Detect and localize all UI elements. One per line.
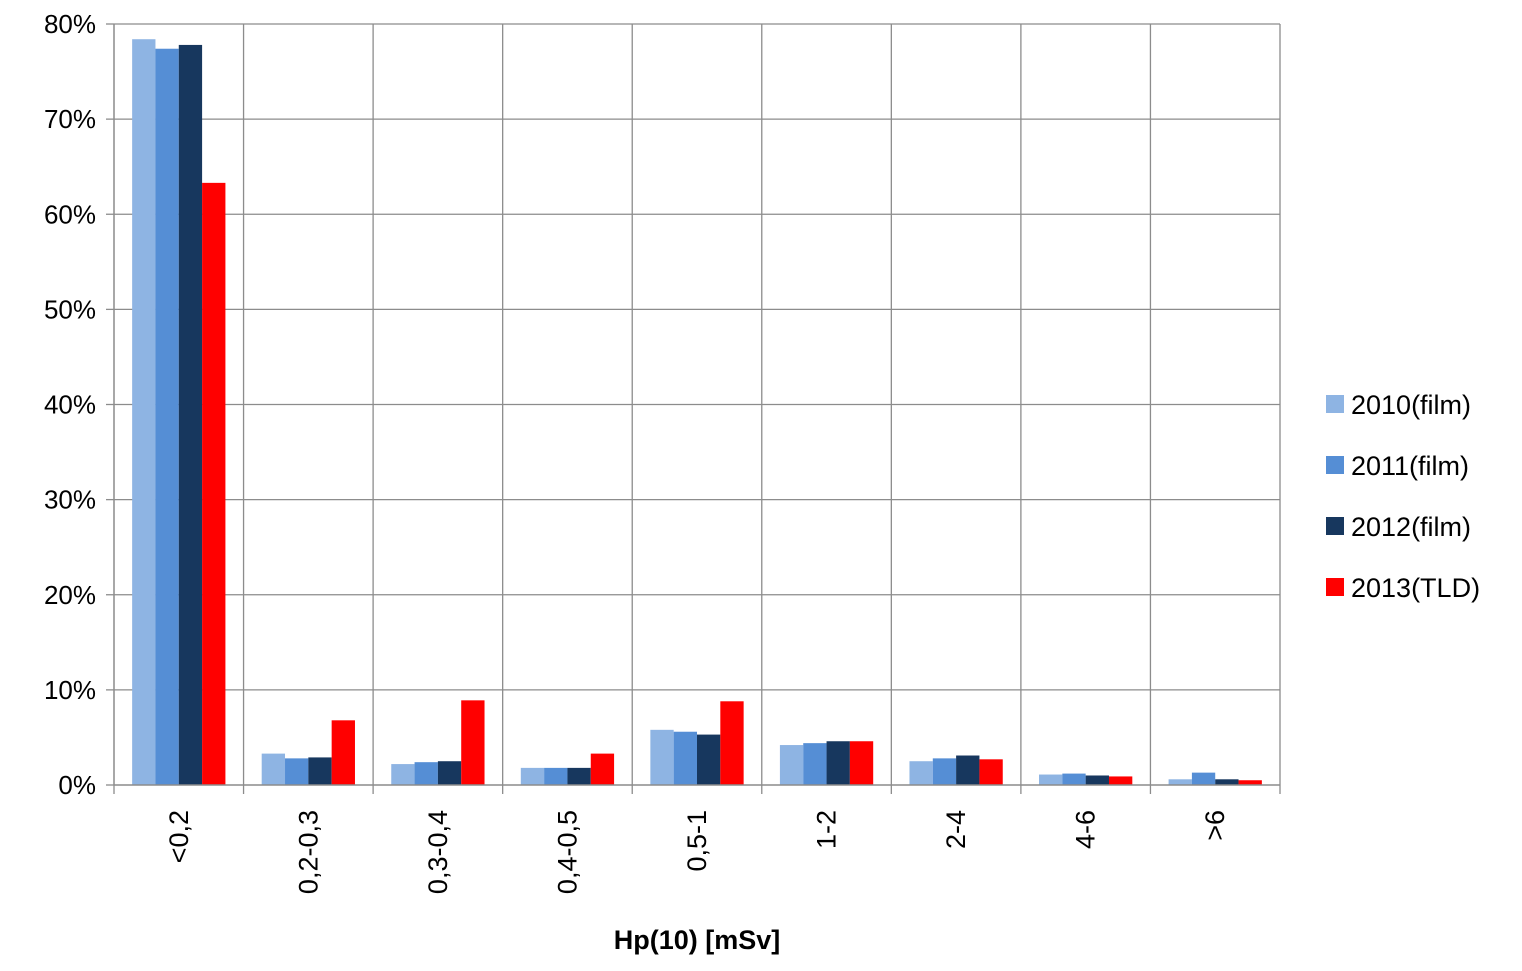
bar bbox=[1085, 775, 1109, 785]
x-tick-label: >6 bbox=[1200, 810, 1230, 841]
y-tick-label: 10% bbox=[44, 675, 96, 705]
legend-swatch bbox=[1326, 578, 1344, 596]
bar bbox=[849, 741, 874, 785]
legend-label: 2013(TLD) bbox=[1351, 573, 1480, 603]
y-tick-labels: 0% 10% 20% 30% 40% 50% 60% 70% 80% bbox=[44, 9, 96, 800]
y-tick-label: 20% bbox=[44, 580, 96, 610]
legend-label: 2012(film) bbox=[1351, 512, 1471, 542]
bar bbox=[650, 729, 674, 785]
x-tick-labels: <0,2 0,2-0,3 0,3-0,4 0,4-0,5 0,5-1 1-2 2-4 4-6 >… bbox=[164, 810, 1230, 894]
bar bbox=[520, 767, 545, 785]
bar bbox=[308, 757, 332, 785]
bar bbox=[1168, 779, 1192, 785]
legend-label: 2010(film) bbox=[1351, 390, 1471, 420]
x-tick-label: 0,4-0,5 bbox=[552, 810, 582, 894]
y-tick-label: 30% bbox=[44, 485, 96, 515]
bar bbox=[132, 39, 156, 786]
bar bbox=[331, 720, 355, 785]
bar bbox=[567, 767, 591, 785]
bar bbox=[956, 755, 980, 785]
x-tick-label: 4-6 bbox=[1071, 810, 1101, 849]
bar bbox=[1238, 780, 1262, 785]
y-tick-label: 0% bbox=[58, 770, 96, 800]
bar bbox=[1039, 774, 1063, 785]
bar bbox=[673, 731, 697, 785]
x-tick-label: 2-4 bbox=[941, 810, 971, 849]
bar bbox=[437, 761, 462, 785]
bar bbox=[155, 48, 179, 786]
y-tick-label: 80% bbox=[44, 9, 96, 39]
bar bbox=[697, 734, 721, 785]
y-tick-label: 60% bbox=[44, 199, 96, 229]
bar bbox=[979, 759, 1003, 785]
bar bbox=[826, 741, 850, 785]
x-axis-title: Hp(10) [mSv] bbox=[614, 925, 781, 955]
bar bbox=[1108, 776, 1133, 785]
bar bbox=[1191, 772, 1216, 785]
bar bbox=[414, 762, 438, 785]
grid-lines bbox=[114, 23, 1281, 785]
bar bbox=[285, 758, 309, 785]
bar bbox=[909, 761, 933, 785]
bar bbox=[544, 767, 568, 785]
bar bbox=[391, 764, 415, 785]
bar bbox=[779, 745, 804, 785]
legend: 2010(film) 2011(film) 2012(film) 2013(TLD) bbox=[1326, 390, 1480, 603]
x-tick-label: <0,2 bbox=[164, 810, 194, 863]
y-tick-label: 70% bbox=[44, 104, 96, 134]
x-tick-label: 0,5-1 bbox=[682, 810, 712, 872]
bars bbox=[132, 39, 1262, 786]
x-tick-label: 0,2-0,3 bbox=[293, 810, 323, 894]
bar bbox=[461, 700, 485, 785]
bar bbox=[1062, 773, 1086, 785]
bar bbox=[803, 743, 827, 785]
legend-swatch bbox=[1326, 456, 1344, 474]
y-tick-label: 50% bbox=[44, 294, 96, 324]
bar bbox=[720, 701, 744, 785]
legend-label: 2011(film) bbox=[1351, 451, 1469, 481]
bar bbox=[261, 753, 286, 785]
x-tick-label: 1-2 bbox=[812, 810, 842, 849]
axes bbox=[106, 23, 1281, 794]
x-tick-label: 0,3-0,4 bbox=[423, 810, 453, 894]
bar bbox=[932, 758, 957, 785]
y-tick-label: 40% bbox=[44, 390, 96, 420]
bar bbox=[1215, 779, 1239, 785]
bar bbox=[590, 753, 615, 785]
bar bbox=[202, 182, 226, 785]
legend-swatch bbox=[1326, 517, 1344, 535]
legend-swatch bbox=[1326, 395, 1344, 413]
bar bbox=[178, 44, 203, 786]
